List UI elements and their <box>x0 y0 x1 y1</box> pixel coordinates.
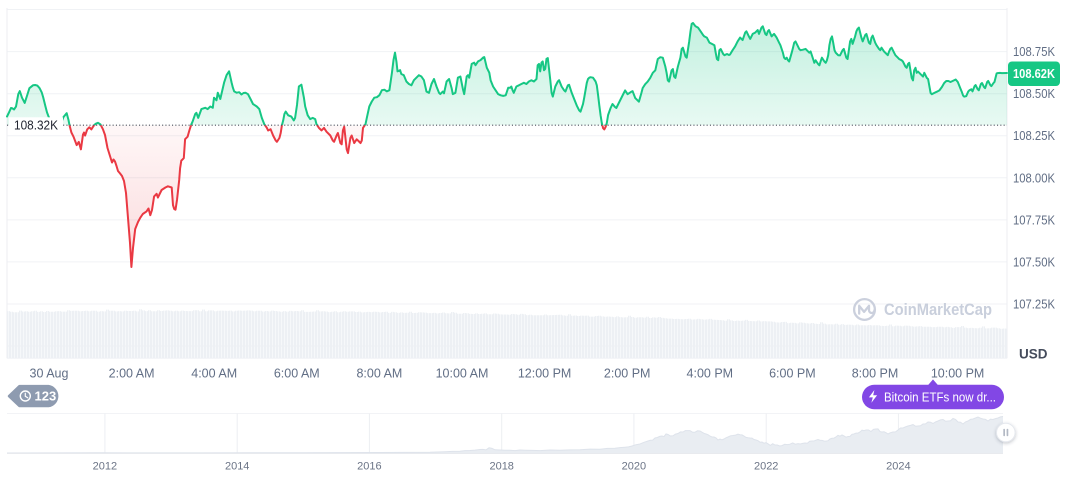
svg-text:2018: 2018 <box>489 461 513 473</box>
svg-text:2:00 AM: 2:00 AM <box>109 366 155 380</box>
svg-text:2012: 2012 <box>93 461 117 473</box>
svg-text:2024: 2024 <box>886 461 910 473</box>
svg-text:108.62K: 108.62K <box>1013 67 1055 81</box>
svg-text:Bitcoin ETFs now dr...: Bitcoin ETFs now dr... <box>884 389 996 404</box>
svg-text:108.32K: 108.32K <box>14 119 59 133</box>
svg-text:30 Aug: 30 Aug <box>30 366 69 380</box>
svg-text:107.50K: 107.50K <box>1013 255 1056 269</box>
svg-text:123: 123 <box>35 389 57 404</box>
svg-text:2:00 PM: 2:00 PM <box>604 366 651 380</box>
svg-text:2020: 2020 <box>622 461 646 473</box>
svg-text:USD: USD <box>1019 347 1048 362</box>
svg-text:8:00 AM: 8:00 AM <box>356 366 402 380</box>
svg-text:108.50K: 108.50K <box>1013 87 1056 101</box>
svg-text:108.00K: 108.00K <box>1013 171 1056 185</box>
svg-text:CoinMarketCap: CoinMarketCap <box>884 301 992 319</box>
svg-text:2016: 2016 <box>357 461 381 473</box>
svg-text:107.25K: 107.25K <box>1013 298 1056 312</box>
svg-text:4:00 AM: 4:00 AM <box>191 366 237 380</box>
svg-text:108.25K: 108.25K <box>1013 129 1056 143</box>
svg-text:2014: 2014 <box>225 461 249 473</box>
svg-text:4:00 PM: 4:00 PM <box>687 366 734 380</box>
svg-text:108.75K: 108.75K <box>1013 45 1056 59</box>
svg-text:2022: 2022 <box>754 461 778 473</box>
svg-text:6:00 AM: 6:00 AM <box>274 366 320 380</box>
svg-text:8:00 PM: 8:00 PM <box>852 366 899 380</box>
svg-text:12:00 PM: 12:00 PM <box>518 366 572 380</box>
svg-text:6:00 PM: 6:00 PM <box>769 366 816 380</box>
svg-text:107.75K: 107.75K <box>1013 213 1056 227</box>
svg-text:10:00 PM: 10:00 PM <box>931 366 985 380</box>
svg-text:10:00 AM: 10:00 AM <box>436 366 489 380</box>
